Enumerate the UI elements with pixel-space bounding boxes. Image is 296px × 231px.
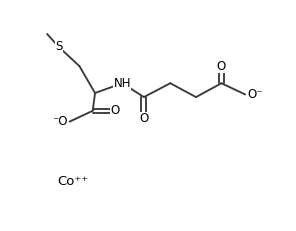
Text: ⁻O: ⁻O (52, 115, 67, 128)
Text: S: S (55, 40, 62, 53)
Text: O: O (217, 60, 226, 73)
Text: O⁻: O⁻ (247, 88, 263, 101)
Text: O: O (110, 104, 119, 117)
Text: O: O (139, 112, 149, 125)
Text: NH: NH (114, 77, 131, 90)
Text: Co⁺⁺: Co⁺⁺ (57, 175, 88, 188)
